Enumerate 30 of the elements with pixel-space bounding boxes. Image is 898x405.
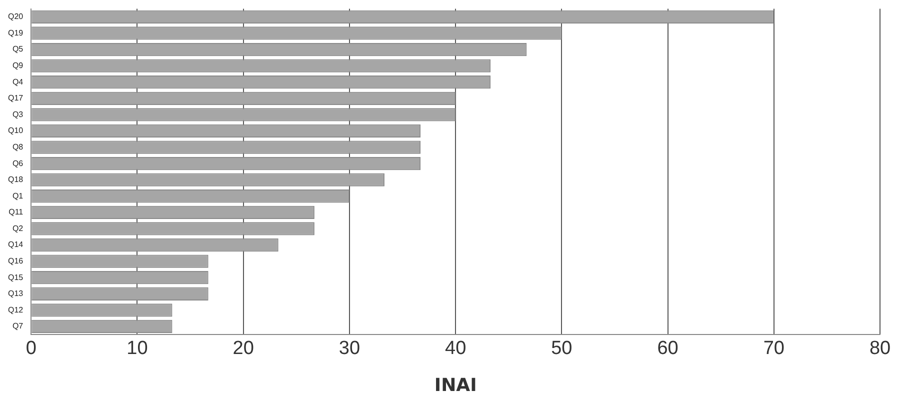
y-tick-label: Q13	[8, 289, 24, 298]
x-tick-label: 0	[26, 338, 36, 360]
y-tick-label: Q10	[8, 126, 24, 136]
y-tick-label: Q11	[8, 208, 24, 217]
y-tick-label: Q15	[8, 272, 24, 282]
x-axis-title: INAI	[434, 374, 477, 396]
y-tick-label: Q14	[8, 240, 24, 250]
x-tick-label: 70	[763, 338, 784, 360]
y-tick-label: Q3	[12, 110, 24, 119]
y-tick-label: Q9	[12, 61, 24, 70]
y-tick-label: Q8	[12, 142, 24, 152]
y-tick-label: Q7	[12, 322, 24, 331]
y-tick-label: Q4	[12, 77, 24, 86]
y-tick-label: Q16	[8, 256, 24, 266]
y-tick-label: Q18	[8, 175, 24, 184]
x-tick-label: 80	[869, 338, 891, 360]
y-tick-label: Q1	[12, 191, 24, 200]
y-tick-label: Q6	[12, 158, 24, 168]
x-tick-label: 40	[444, 338, 466, 360]
y-tick-label: Q2	[12, 224, 24, 233]
x-tick-label: 50	[551, 338, 572, 360]
y-tick-label: Q20	[8, 12, 24, 22]
x-tick-label: 60	[657, 338, 678, 360]
y-tick-label: Q19	[8, 28, 24, 38]
x-tick-label: 20	[232, 338, 254, 360]
y-tick-label: Q5	[12, 44, 24, 54]
x-tick-label: 30	[338, 338, 360, 360]
y-tick-label: Q17	[8, 94, 24, 103]
x-tick-label: 10	[126, 338, 148, 360]
y-tick-label: Q12	[8, 305, 24, 314]
